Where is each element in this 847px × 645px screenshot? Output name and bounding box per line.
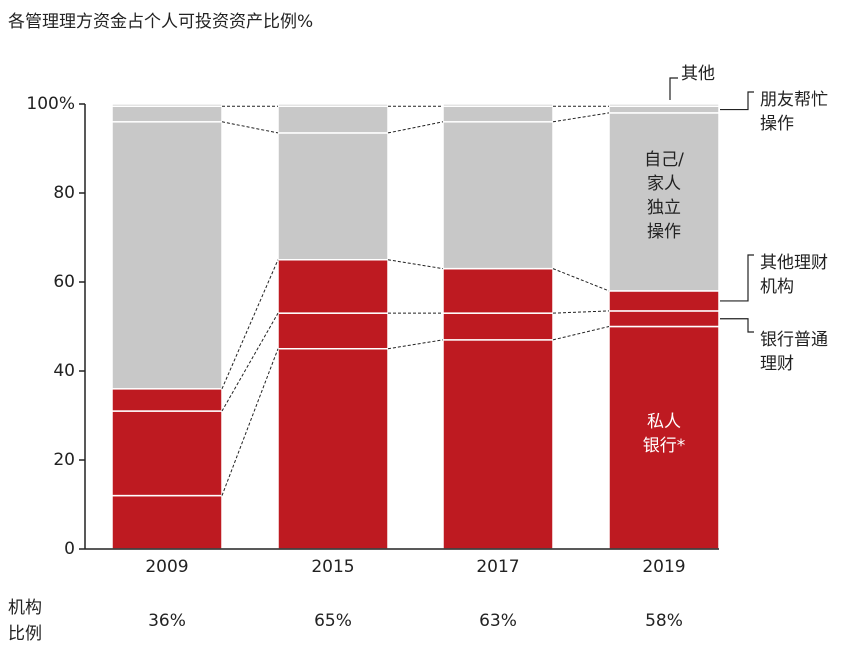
chart-title: 各管理理方资金占个人可投资资产比例%: [8, 12, 313, 32]
connector: [221, 259, 279, 389]
series-label: 理财: [760, 354, 794, 374]
label-bracket: [720, 254, 754, 302]
bar-segment: [442, 105, 554, 123]
y-tick-label: 40: [53, 361, 75, 381]
series-label: 操作: [647, 222, 681, 242]
series-label: 银行*: [643, 436, 686, 456]
bar-segment: [277, 132, 389, 261]
series-label: 操作: [760, 114, 794, 134]
y-tick-label: 80: [53, 183, 75, 203]
x-tick-label: 2015: [311, 557, 354, 577]
bar-segment: [608, 310, 720, 328]
bar-segment: [111, 121, 223, 390]
bar-segment: [608, 103, 720, 107]
bar-segment: [277, 103, 389, 107]
bar-segment: [442, 267, 554, 314]
connector: [552, 112, 610, 123]
y-tick-label: 20: [53, 450, 75, 470]
connector: [387, 339, 444, 350]
bar-segment: [442, 339, 554, 550]
x-tick-label: 2017: [476, 557, 519, 577]
bar-segment: [111, 388, 223, 412]
series-label: 其他: [681, 64, 715, 84]
bar-segment: [277, 105, 389, 134]
label-bracket: [669, 77, 678, 100]
connector: [221, 312, 279, 412]
connector: [387, 121, 444, 134]
y-tick-label: 60: [53, 272, 75, 292]
connector: [221, 348, 279, 496]
bar-segment: [111, 410, 223, 497]
ratio-value: 36%: [148, 611, 186, 631]
series-label: 私人: [647, 412, 681, 432]
series-label: 其他理财: [760, 253, 828, 273]
series-label: 银行普通: [760, 330, 828, 350]
series-label: 家人: [647, 174, 681, 194]
bar-segment: [111, 494, 223, 550]
connector: [387, 259, 444, 270]
y-tick-label: 0: [64, 539, 75, 559]
bar-segment: [277, 312, 389, 350]
connector: [552, 310, 610, 314]
ratio-row-label: 机构: [8, 598, 42, 618]
connector: [552, 326, 610, 341]
bar-segment: [442, 312, 554, 341]
label-bracket: [720, 91, 754, 111]
bar-segment: [608, 112, 720, 292]
ratio-value: 65%: [314, 611, 352, 631]
x-tick-label: 2009: [145, 557, 188, 577]
ratio-value: 63%: [479, 611, 517, 631]
ratio-row-label: 比例: [8, 624, 42, 644]
connector: [552, 268, 610, 292]
bar-segment: [111, 105, 223, 123]
bar-segment: [608, 105, 720, 114]
connector: [221, 121, 279, 134]
bar-segment: [277, 259, 389, 314]
bar-segment: [608, 290, 720, 312]
ratio-value: 58%: [645, 611, 683, 631]
series-label: 自己/: [644, 150, 684, 170]
bar-segment: [442, 103, 554, 107]
series-label: 机构: [760, 277, 794, 297]
label-bracket: [720, 318, 754, 333]
bar-segment: [277, 348, 389, 550]
series-label: 朋友帮忙: [760, 90, 828, 110]
y-tick-label: 100%: [26, 94, 75, 114]
bar-segment: [442, 121, 554, 270]
x-tick-label: 2019: [642, 557, 685, 577]
series-label: 独立: [647, 198, 681, 218]
bar-segment: [111, 103, 223, 107]
